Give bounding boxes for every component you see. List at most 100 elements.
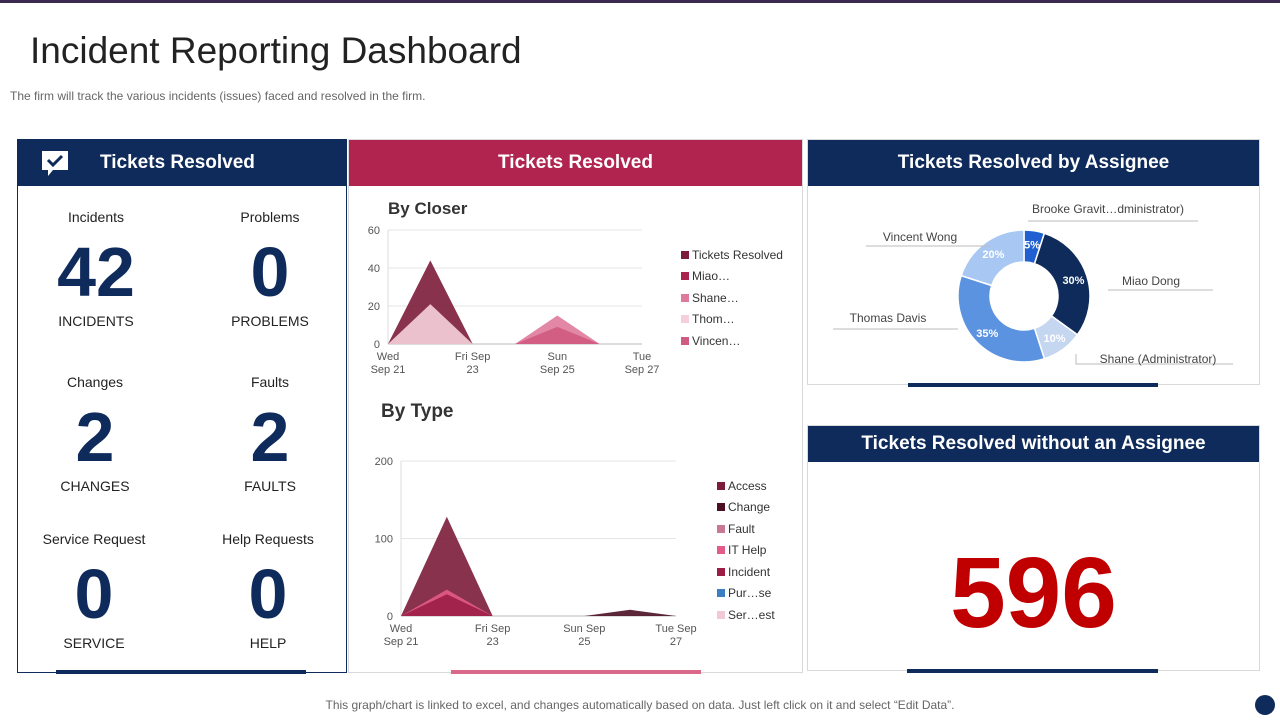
tickets-summary-header: Tickets Resolved xyxy=(18,140,346,186)
legend-label: Ser…est xyxy=(728,607,775,622)
legend-item: Ser…est xyxy=(717,604,775,626)
stat-caption: INCIDENTS xyxy=(58,313,134,329)
x-tick-label: Tue Sep 27 xyxy=(625,351,660,376)
tickets-charts-panel: Tickets Resolved By Closer 0 20 40 60 Wed Sep… xyxy=(348,139,803,673)
unassigned-header: Tickets Resolved without an Assignee xyxy=(808,426,1259,462)
legend-label: Vincen… xyxy=(692,333,741,348)
unassigned-count: 596 xyxy=(950,537,1117,649)
by-type-title: By Type xyxy=(381,401,454,422)
series-area-ticketsresolved xyxy=(388,260,642,344)
x-tick-label: Fri Sep 23 xyxy=(475,623,510,648)
donut-slice xyxy=(960,229,1025,287)
legend-item: Incident xyxy=(717,561,775,583)
stat-label: Problems xyxy=(240,209,300,225)
legend-item: Fault xyxy=(717,518,775,540)
legend-label: Access xyxy=(728,478,767,493)
slice-name-label: Thomas Davis xyxy=(850,311,927,325)
stat-value: 0 xyxy=(74,555,114,633)
middle-panel-underbar xyxy=(451,670,701,674)
legend-swatch xyxy=(681,336,689,345)
corner-dot xyxy=(1255,695,1275,715)
stat-label: Service Request xyxy=(42,531,146,547)
top-accent-line xyxy=(0,0,1280,3)
x-tick-label: Fri Sep 23 xyxy=(455,351,490,376)
left-panel-underbar xyxy=(56,670,306,674)
donut-slice xyxy=(1033,232,1091,336)
legend-swatch xyxy=(681,315,689,324)
slice-percent-label: 10% xyxy=(1044,333,1066,345)
x-tick-label: Wed Sep 21 xyxy=(371,351,406,376)
legend-swatch xyxy=(717,567,725,576)
stat-changes: Changes 2 CHANGES xyxy=(10,374,180,494)
legend-swatch xyxy=(681,272,689,281)
y-tick-label: 0 xyxy=(374,339,380,351)
stat-label: Changes xyxy=(66,374,124,390)
stat-caption: HELP xyxy=(249,635,287,651)
slice-name-label: Miao Dong xyxy=(1122,274,1180,288)
stat-label: Faults xyxy=(250,374,290,390)
y-tick-label: 40 xyxy=(368,263,380,275)
unassigned-underbar xyxy=(907,669,1158,673)
unassigned-panel: Tickets Resolved without an Assignee 596 xyxy=(807,425,1260,671)
stat-help-requests: Help Requests 0 HELP xyxy=(183,531,353,651)
legend-item: Tickets Resolved xyxy=(681,244,783,266)
legend-item: IT Help xyxy=(717,540,775,562)
by-closer-title: By Closer xyxy=(388,199,468,218)
series-area-vincen xyxy=(388,326,642,344)
legend-label: Tickets Resolved xyxy=(692,247,783,262)
assignee-panel: Tickets Resolved by Assignee 5% Brooke Gr… xyxy=(807,139,1260,385)
y-tick-label: 20 xyxy=(368,301,380,313)
legend-item: Miao… xyxy=(681,266,783,288)
legend-swatch xyxy=(717,481,725,490)
legend-label: Thom… xyxy=(692,312,735,327)
legend-swatch xyxy=(717,546,725,555)
legend-swatch xyxy=(717,610,725,619)
stat-value: 0 xyxy=(248,555,288,633)
stat-value: 42 xyxy=(57,233,135,311)
legend-item: Pur…se xyxy=(717,583,775,605)
legend-swatch xyxy=(681,250,689,259)
legend-label: Change xyxy=(728,500,771,515)
slice-percent-label: 30% xyxy=(1062,275,1084,287)
series-area-change xyxy=(401,609,676,616)
assignee-donut-chart: 5% Brooke Gravit…dministrator) 30% Miao Don… xyxy=(833,202,1233,366)
y-tick-label: 60 xyxy=(368,225,380,237)
legend-swatch xyxy=(717,503,725,512)
stat-problems: Problems 0 PROBLEMS xyxy=(185,209,355,329)
legend-label: Miao… xyxy=(692,269,731,284)
page-subtitle: The firm will track the various incident… xyxy=(10,89,426,103)
slice-percent-label: 35% xyxy=(976,328,998,340)
stat-caption: CHANGES xyxy=(60,478,130,494)
series-area-incident xyxy=(401,594,676,616)
legend-label: Fault xyxy=(728,521,755,536)
stat-value: 2 xyxy=(75,398,115,476)
x-tick-label: Sun Sep 25 xyxy=(563,623,605,648)
stat-value: 2 xyxy=(250,398,290,476)
series-area-access xyxy=(401,516,676,616)
donut-slice xyxy=(957,274,1046,363)
stat-label: Incidents xyxy=(67,209,125,225)
assignee-underbar xyxy=(908,383,1158,387)
series-area-thom xyxy=(388,304,642,344)
stat-caption: PROBLEMS xyxy=(231,313,309,329)
stat-service-request: Service Request 0 SERVICE xyxy=(9,531,179,651)
legend-swatch xyxy=(681,293,689,302)
by-type-chart: 0 100 200 Wed Sep 21 Fri Sep 23 Sun Sep 25 Tue Se… xyxy=(375,456,697,648)
x-tick-label: Tue Sep 27 xyxy=(655,623,696,648)
stat-incidents: Incidents 42 INCIDENTS xyxy=(11,209,181,329)
legend-swatch xyxy=(717,589,725,598)
stat-label: Help Requests xyxy=(222,531,314,547)
y-tick-label: 100 xyxy=(375,534,393,546)
stat-value: 0 xyxy=(250,233,290,311)
by-closer-legend: Tickets Resolved Miao… Shane… Thom… Vincen… xyxy=(681,244,783,352)
x-tick-label: Wed Sep 21 xyxy=(384,623,419,648)
slice-percent-label: 20% xyxy=(982,249,1004,261)
slice-name-label: Shane (Administrator) xyxy=(1100,352,1217,366)
page-title: Incident Reporting Dashboard xyxy=(30,30,522,71)
slice-percent-label: 5% xyxy=(1024,240,1040,252)
tickets-charts-header: Tickets Resolved xyxy=(349,140,802,186)
stat-caption: SERVICE xyxy=(63,635,125,651)
stat-faults: Faults 2 FAULTS xyxy=(185,374,355,494)
legend-label: Shane… xyxy=(692,290,739,305)
leader-line xyxy=(1075,354,1233,365)
